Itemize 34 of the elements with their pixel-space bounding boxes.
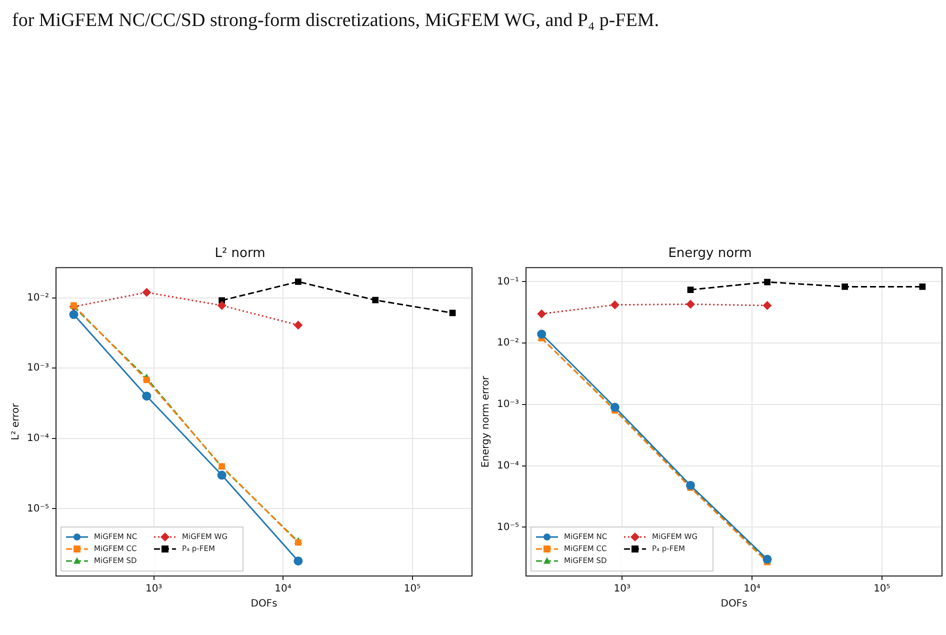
- y-tick-label: 10⁻⁵: [496, 522, 520, 533]
- x-tick-label: 10⁴: [744, 584, 760, 595]
- text: for MiGFEM NC/CC/SD strong-form discretizations, MiGFEM WG, and P₄ p-FEM.: [12, 10, 659, 32]
- x-tick-label: 10⁵: [404, 584, 421, 595]
- y-tick-label: 10⁻¹: [496, 276, 520, 288]
- point: [294, 320, 303, 330]
- x-tick-label: 10³: [614, 584, 630, 595]
- point: [686, 300, 696, 309]
- point: [142, 288, 152, 297]
- point: [142, 392, 152, 401]
- point: [143, 376, 150, 384]
- point: [537, 330, 546, 339]
- point: [294, 556, 303, 566]
- y-tick-label: 10⁻³: [26, 362, 50, 374]
- y-tick-label: 10⁻²: [26, 292, 50, 304]
- x-axis-title: DOFs: [250, 598, 278, 610]
- x-tick-label: 10³: [145, 584, 162, 595]
- point: [762, 301, 772, 310]
- x-tick-label: 10⁵: [874, 584, 890, 595]
- point: [537, 309, 546, 318]
- y-tick-label: 10⁻⁴: [26, 433, 50, 444]
- y-tick-label: 10⁻⁵: [26, 503, 50, 514]
- chart-title: L² norm: [214, 246, 266, 262]
- y-tick-label: 10⁻⁴: [496, 460, 520, 472]
- point: [217, 300, 226, 310]
- y-tick-label: 10⁻³: [496, 399, 520, 410]
- y-axis-title: L² error: [10, 402, 22, 440]
- x-axis-title: DOFs: [720, 598, 748, 610]
- y-axis-title: Energy norm error: [480, 375, 492, 468]
- x-tick-label: 10⁴: [274, 584, 292, 595]
- chart-title: Energy norm: [668, 246, 752, 262]
- point: [217, 470, 226, 480]
- point: [69, 310, 78, 320]
- y-tick-label: 10⁻²: [496, 338, 520, 349]
